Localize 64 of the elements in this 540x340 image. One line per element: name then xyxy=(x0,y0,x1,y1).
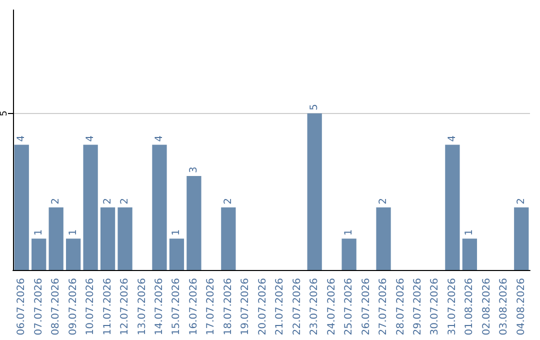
x-tick-label: 07.07.2026 xyxy=(33,278,44,336)
data-label: 3 xyxy=(188,166,200,174)
data-label: 4 xyxy=(16,135,28,142)
data-label: 2 xyxy=(102,198,114,204)
bar xyxy=(169,238,184,270)
data-label: 2 xyxy=(222,198,234,204)
bar xyxy=(186,176,202,270)
x-tick-label: 12.07.2026 xyxy=(120,278,131,336)
x-tick-label: 18.07.2026 xyxy=(222,278,234,336)
x-tick-label: 08.07.2026 xyxy=(50,278,62,336)
x-tick-label: 01.08.2026 xyxy=(464,278,476,336)
bar xyxy=(32,238,46,270)
data-label: 5 xyxy=(309,104,320,110)
x-tick-label: 03.08.2026 xyxy=(498,278,510,336)
x-tick-label: 30.07.2026 xyxy=(430,278,441,336)
x-tick-label: 28.07.2026 xyxy=(395,278,406,336)
data-label: 1 xyxy=(464,229,476,236)
bar xyxy=(83,144,98,270)
x-tick-label: 24.07.2026 xyxy=(326,278,338,336)
data-label: 2 xyxy=(50,198,62,204)
x-tick-label: 16.07.2026 xyxy=(188,278,200,336)
bar xyxy=(445,144,460,270)
data-label: 1 xyxy=(33,229,44,236)
x-tick-label: 02.08.2026 xyxy=(481,278,492,336)
bar xyxy=(118,207,132,270)
data-label: 2 xyxy=(120,198,131,204)
x-tick-label: 20.07.2026 xyxy=(257,278,268,336)
data-label: 2 xyxy=(516,198,527,204)
x-tick-label: 14.07.2026 xyxy=(154,278,165,336)
x-tick-label: 11.07.2026 xyxy=(102,278,114,336)
x-tick-label: 25.07.2026 xyxy=(344,278,355,336)
data-label: 1 xyxy=(68,229,79,236)
bar xyxy=(221,207,236,270)
x-tick-label: 31.07.2026 xyxy=(446,278,458,336)
x-tick-label: 10.07.2026 xyxy=(85,278,96,336)
data-label: 1 xyxy=(344,229,355,236)
bar xyxy=(48,207,64,270)
x-tick-label: 19.07.2026 xyxy=(240,278,252,336)
x-tick-label: 06.07.2026 xyxy=(16,278,28,336)
bar xyxy=(342,238,356,270)
data-label: 4 xyxy=(446,135,458,142)
x-tick-label: 13.07.2026 xyxy=(136,278,148,336)
x-tick-label: 29.07.2026 xyxy=(412,278,424,336)
x-tick-label: 27.07.2026 xyxy=(378,278,390,336)
bar xyxy=(100,207,116,270)
data-label: 4 xyxy=(154,135,165,142)
bar xyxy=(14,144,29,270)
bar xyxy=(376,207,391,270)
data-label: 4 xyxy=(85,135,96,142)
x-tick-label: 21.07.2026 xyxy=(274,278,286,336)
bar xyxy=(152,144,167,270)
bar xyxy=(514,207,529,270)
x-tick-label: 17.07.2026 xyxy=(206,278,217,336)
bar xyxy=(462,238,478,270)
x-tick-label: 09.07.2026 xyxy=(68,278,79,336)
bar xyxy=(66,238,81,270)
data-label: 2 xyxy=(378,198,390,204)
x-tick-label: 15.07.2026 xyxy=(171,278,182,336)
x-tick-label: 22.07.2026 xyxy=(292,278,303,336)
x-tick-label: 04.08.2026 xyxy=(516,278,527,336)
x-tick-label: 26.07.2026 xyxy=(360,278,372,336)
x-tick-label: 23.07.2026 xyxy=(309,278,320,336)
bar xyxy=(307,113,322,270)
data-label: 1 xyxy=(171,229,182,236)
